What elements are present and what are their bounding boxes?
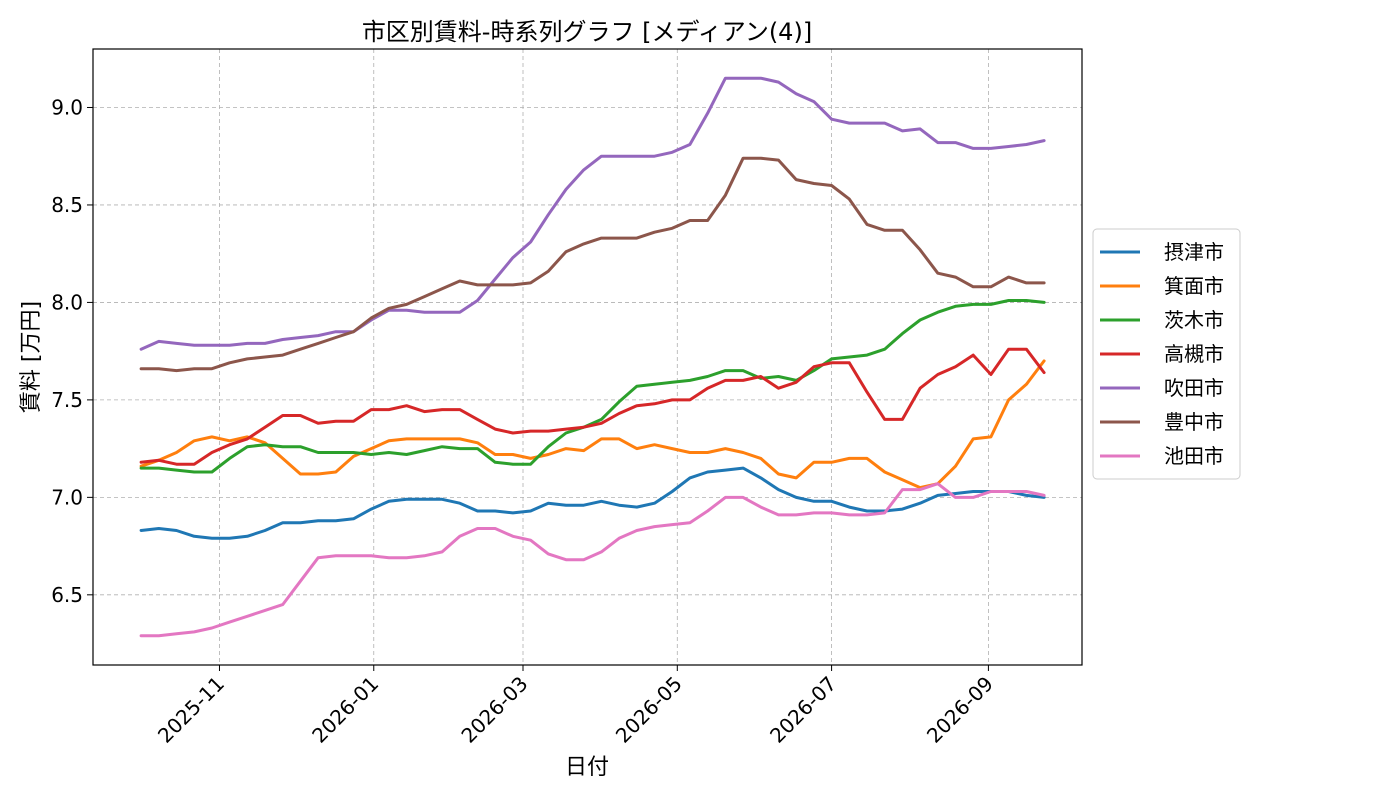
y-tick-label: 7.0 xyxy=(51,485,83,509)
legend-item: 摂津市 xyxy=(1100,240,1224,264)
legend-label: 池田市 xyxy=(1164,444,1224,468)
y-tick-label: 8.5 xyxy=(51,193,83,217)
legend-item: 吹田市 xyxy=(1100,376,1224,400)
grid-lines xyxy=(93,49,1082,665)
legend-label: 吹田市 xyxy=(1164,376,1224,400)
series-line-3 xyxy=(139,299,1046,474)
series-line-6 xyxy=(139,156,1046,373)
y-axis-label: 賃料 [万円] xyxy=(19,301,44,413)
series-line-2 xyxy=(139,359,1046,490)
legend-label: 豊中市 xyxy=(1164,410,1224,434)
series-line-5 xyxy=(139,76,1046,351)
plot-area xyxy=(92,48,1083,666)
y-tick-label: 8.0 xyxy=(51,290,83,314)
legend-label: 茨木市 xyxy=(1164,308,1224,332)
legend-item: 高槻市 xyxy=(1100,342,1224,366)
legend-label: 箕面市 xyxy=(1164,274,1224,298)
legend-item: 箕面市 xyxy=(1100,274,1224,298)
y-axis: 6.5 7.0 7.5 8.0 8.5 9.0 xyxy=(51,95,93,607)
legend-item: 池田市 xyxy=(1100,444,1224,468)
y-tick-label: 6.5 xyxy=(51,583,83,607)
y-tick-label: 9.0 xyxy=(51,95,83,119)
series-lines xyxy=(139,76,1046,638)
legend-box xyxy=(1092,228,1241,480)
y-tick-label: 7.5 xyxy=(51,388,83,412)
plot-background xyxy=(93,49,1082,665)
legend-item: 豊中市 xyxy=(1100,410,1224,434)
legend-item: 茨木市 xyxy=(1100,308,1224,332)
legend-label: 摂津市 xyxy=(1164,240,1224,264)
legend-label: 高槻市 xyxy=(1164,342,1224,366)
plot-border xyxy=(92,48,1083,666)
series-line-4 xyxy=(139,347,1046,466)
series-line-7 xyxy=(139,482,1046,638)
x-axis-label: 日付 xyxy=(565,755,609,780)
chart-title: 市区別賃料-時系列グラフ [メディアン(4)] xyxy=(362,18,812,46)
series-line-1 xyxy=(139,466,1046,540)
